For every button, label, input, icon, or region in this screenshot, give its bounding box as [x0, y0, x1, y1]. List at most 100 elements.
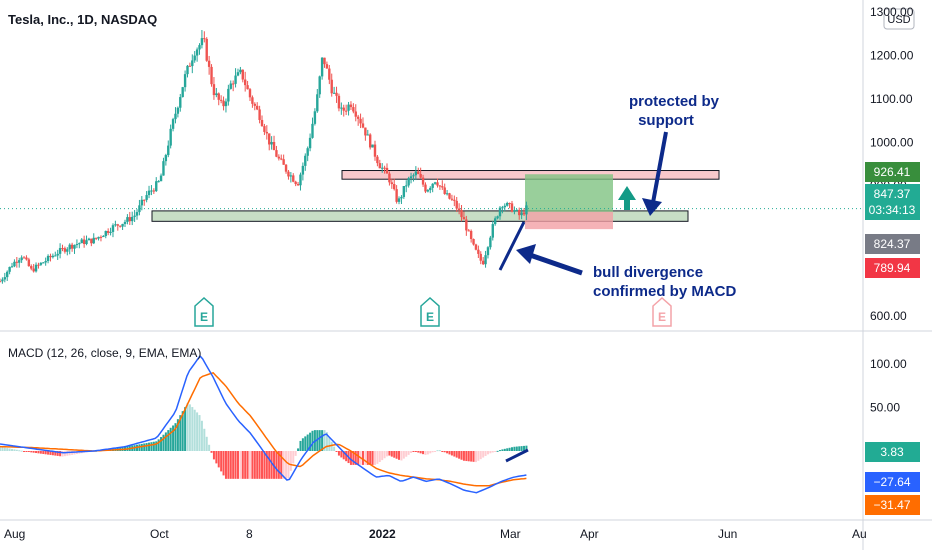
macd-histogram-bar	[11, 448, 14, 451]
candle-body	[381, 167, 384, 169]
macd-histogram-bar	[203, 428, 206, 451]
candle-body	[323, 57, 326, 65]
macd-histogram-bar	[224, 451, 227, 479]
macd-tick: 50.00	[870, 401, 900, 415]
protected-arrow-shaft	[650, 131, 668, 209]
macd-histogram-bar	[44, 451, 47, 455]
candle-body	[474, 244, 478, 250]
macd-histogram-bar	[448, 451, 451, 455]
macd-histogram-bar	[56, 451, 59, 456]
price-tick: 1100.00	[870, 92, 913, 106]
candle-body	[328, 68, 331, 80]
time-tick: Jun	[718, 527, 737, 541]
macd-histogram-bar	[366, 451, 369, 465]
currency-label: USD	[887, 14, 910, 26]
annotation-protected-line1: protected by	[629, 93, 720, 110]
candle-body	[424, 184, 427, 192]
candle-body	[417, 171, 420, 174]
macd-histogram-bar	[157, 439, 160, 451]
macd-histogram-bar	[518, 446, 521, 451]
macd-histogram-bar	[364, 451, 367, 465]
candle-body	[419, 173, 422, 178]
candle-body	[265, 131, 269, 134]
candle-body	[34, 264, 38, 272]
candle-body	[56, 253, 59, 256]
earnings-label: E	[658, 310, 666, 324]
earnings-icon[interactable]	[194, 296, 214, 327]
price-tick: 600.00	[870, 309, 907, 323]
candle-body	[224, 101, 228, 107]
macd-histogram-bar	[508, 447, 511, 451]
macd-histogram-bar	[417, 451, 420, 453]
earnings-icon[interactable]	[652, 296, 672, 327]
candle-body	[155, 181, 158, 192]
macd-title: MACD (12, 26, close, 9, EMA, EMA)	[8, 346, 201, 360]
macd-histogram-bar	[386, 451, 389, 457]
earnings-icon[interactable]	[420, 296, 440, 327]
candle-body	[304, 155, 307, 166]
currency-badge[interactable]	[883, 8, 915, 30]
macd-histogram-bar	[381, 451, 384, 461]
macd-histogram-bar	[323, 430, 326, 451]
candle-body	[133, 215, 136, 217]
candle-body	[15, 261, 19, 263]
candle-body	[111, 225, 115, 232]
macd-histogram-bar	[342, 451, 345, 460]
macd-histogram-bar	[525, 445, 528, 451]
macd-histogram-bar	[422, 451, 425, 455]
candle-body	[383, 167, 386, 169]
candle-body	[513, 210, 516, 212]
candle-body	[496, 216, 499, 219]
macd-histogram-bar	[39, 451, 42, 454]
macd-histogram-bar	[410, 451, 413, 454]
macd-histogram-bar	[54, 451, 57, 456]
macd-histogram-bar	[215, 451, 218, 464]
candle-body	[393, 184, 396, 190]
candle-body	[239, 69, 242, 73]
macd-labels: 3.83 −27.64 −31.47	[865, 442, 920, 515]
macd-label-value: 3.83	[880, 445, 904, 459]
candle-body	[205, 38, 208, 61]
candle-body	[140, 199, 144, 206]
candle-body	[268, 133, 271, 145]
candle-body	[330, 79, 333, 94]
macd-histogram-bar	[186, 403, 189, 451]
candle-body	[66, 249, 69, 252]
zones-layer	[0, 170, 863, 230]
macd-histogram-bar	[265, 451, 268, 479]
macd-histogram-bar	[155, 441, 158, 451]
macd-histogram-bar	[169, 427, 172, 451]
macd-histogram-bar	[234, 451, 237, 479]
candle-body	[87, 238, 91, 241]
macd-histogram-bar	[35, 451, 38, 454]
candle-body	[484, 255, 487, 265]
candle-body	[498, 207, 502, 217]
candle-body	[505, 203, 509, 206]
macd-histogram-bar	[1, 447, 4, 451]
candle-body	[429, 187, 432, 191]
macd-histogram-bar	[304, 436, 307, 451]
time-tick: 2022	[369, 527, 396, 541]
macd-histogram-bar	[244, 451, 247, 479]
macd-histogram-bar	[8, 448, 11, 451]
macd-histogram-bar	[450, 451, 453, 456]
candle-body	[251, 97, 254, 104]
position-target-zone	[525, 174, 613, 212]
macd-histogram-bar	[328, 436, 331, 451]
candle-body	[436, 182, 439, 186]
candle-body	[94, 237, 98, 239]
macd-histogram-bar	[438, 450, 441, 452]
macd-histogram-bar	[66, 451, 69, 456]
candle-body	[200, 38, 204, 46]
candle-body	[366, 134, 369, 136]
macd-histogram-bar	[460, 451, 463, 460]
macd-histogram-bar	[160, 437, 163, 451]
macd-histogram-bar	[47, 451, 50, 455]
macd-histogram-bar	[275, 451, 278, 479]
main-title: Tesla, Inc., 1D, NASDAQ	[8, 12, 157, 27]
price-label-value: 789.94	[874, 261, 911, 275]
candle-body	[30, 266, 33, 269]
candle-body	[489, 237, 492, 248]
